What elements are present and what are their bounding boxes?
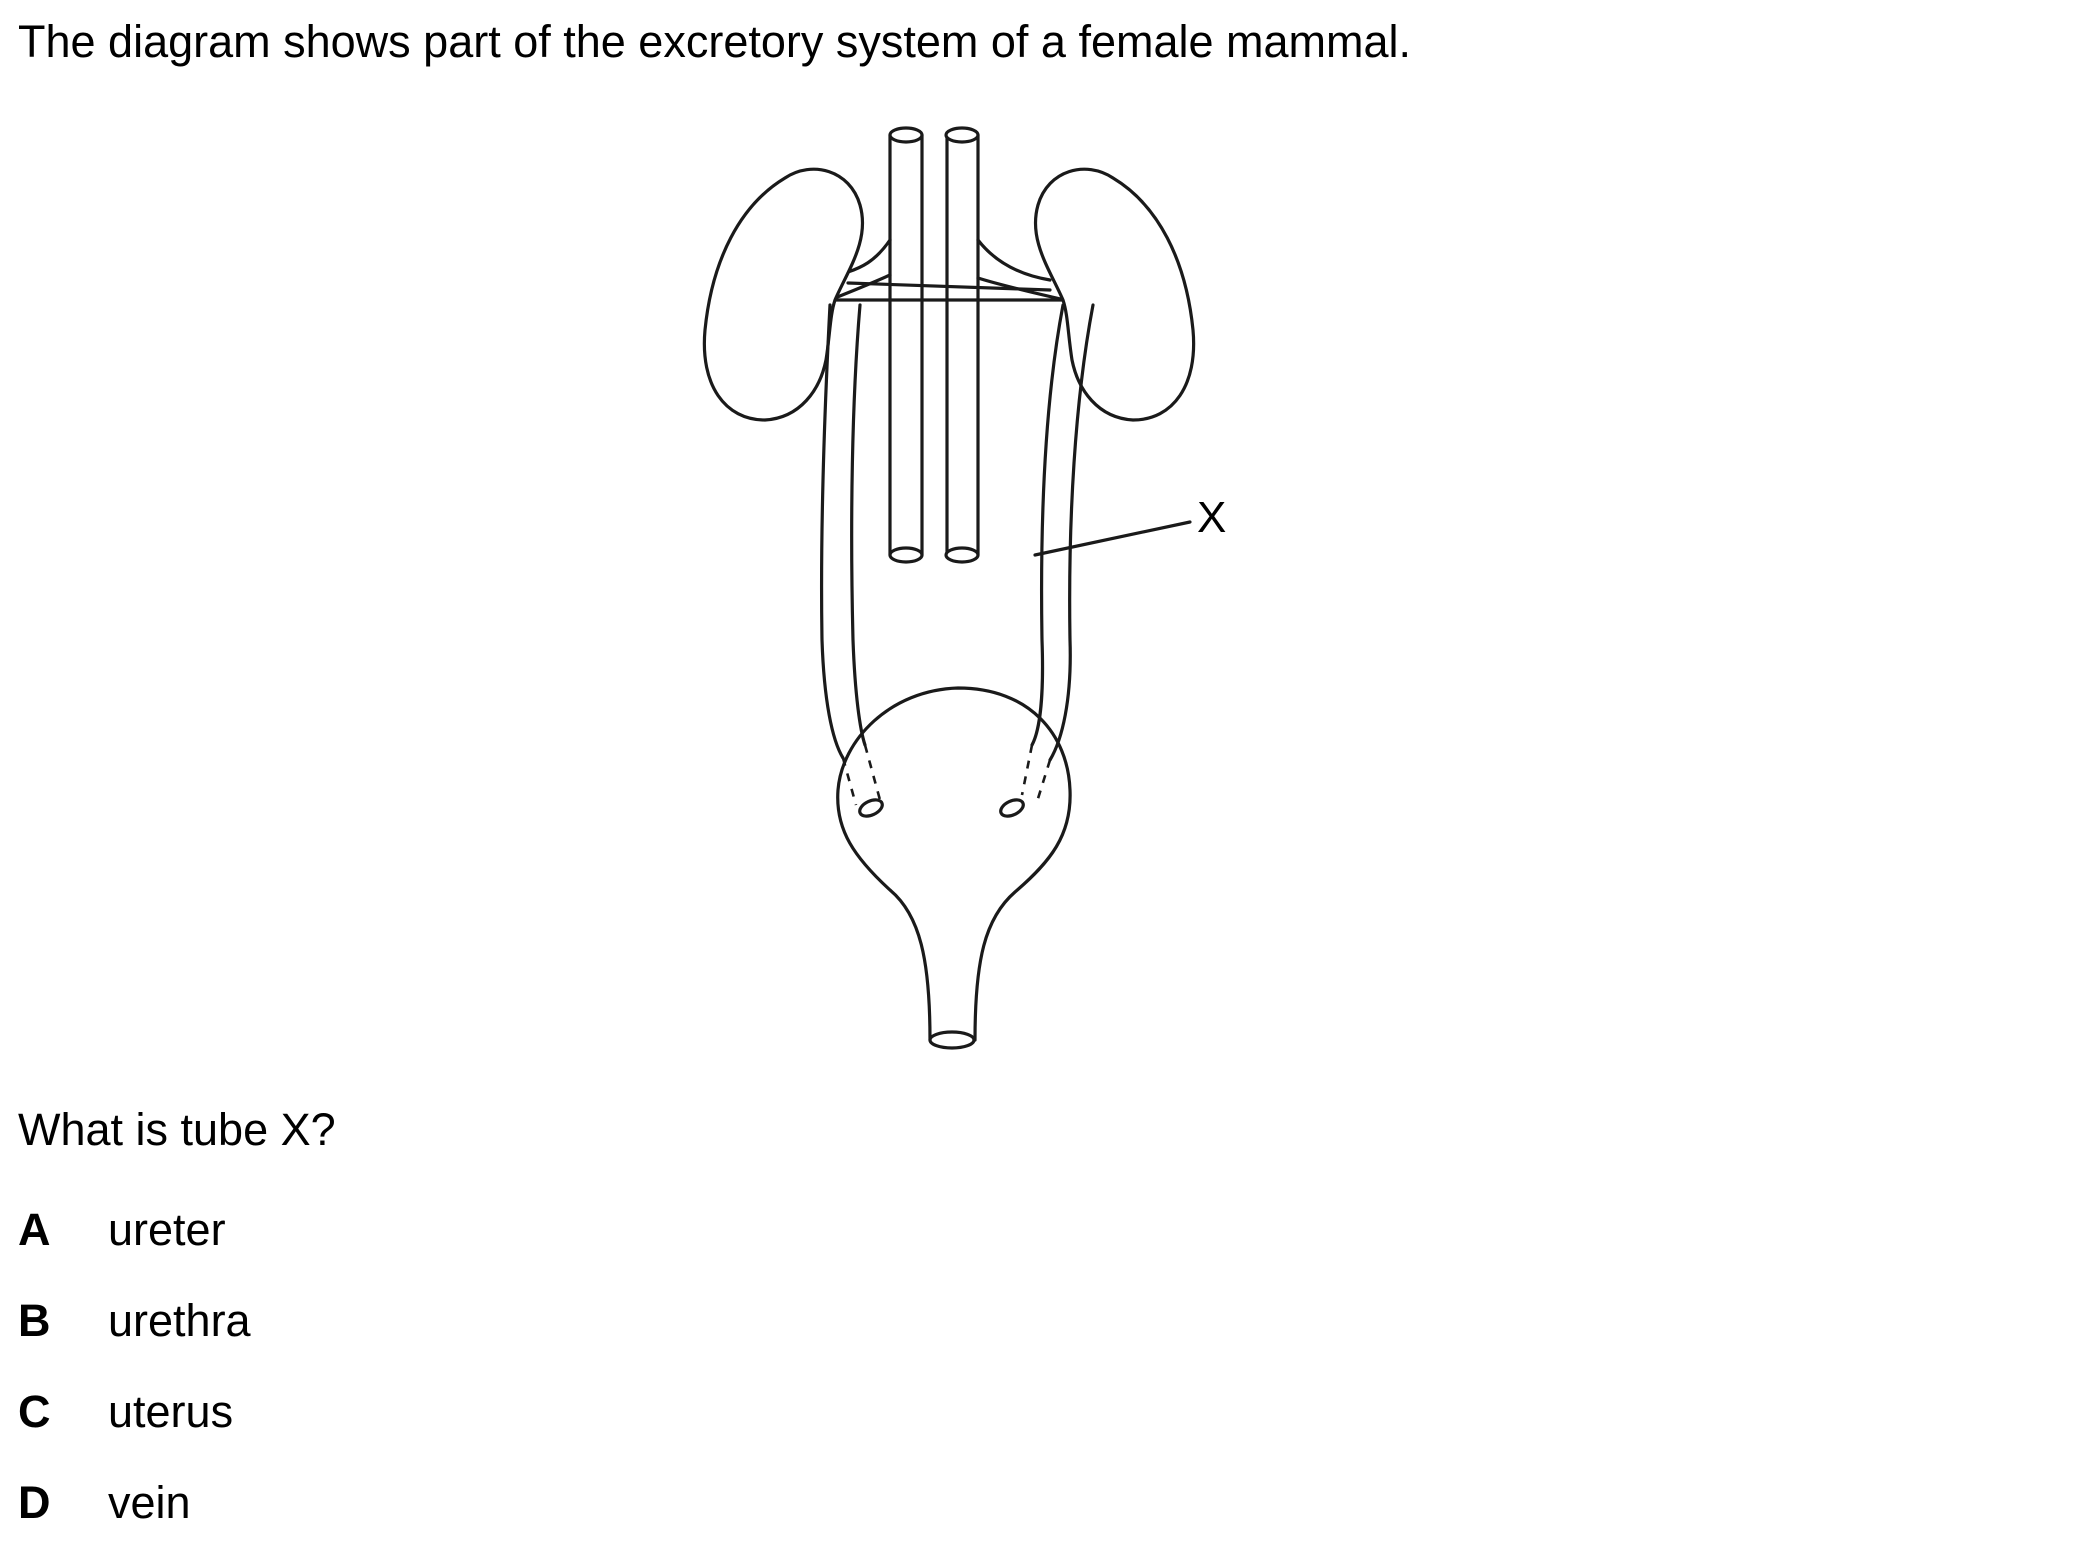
left-kidney bbox=[702, 167, 865, 422]
option-text: urethra bbox=[108, 1295, 251, 1346]
label-x: X bbox=[1197, 493, 1226, 542]
right-ureter bbox=[1030, 303, 1095, 762]
label-line-x bbox=[1033, 520, 1192, 557]
option-text: vein bbox=[108, 1477, 191, 1528]
option-letter: C bbox=[18, 1386, 51, 1437]
bladder bbox=[836, 686, 1072, 1042]
ureter-openings bbox=[841, 744, 1052, 818]
blood-vessels bbox=[828, 126, 1067, 564]
left-ureter bbox=[819, 303, 867, 760]
option-letter: A bbox=[18, 1204, 51, 1255]
intro-text: The diagram shows part of the excretory … bbox=[18, 16, 1412, 67]
option-letter: B bbox=[18, 1295, 51, 1346]
right-kidney bbox=[1033, 167, 1196, 422]
question-text: What is tube X? bbox=[18, 1104, 336, 1155]
option-text: uterus bbox=[108, 1386, 234, 1437]
option-text: ureter bbox=[108, 1204, 226, 1255]
option-letter: D bbox=[18, 1477, 51, 1528]
urethra bbox=[928, 1030, 976, 1050]
